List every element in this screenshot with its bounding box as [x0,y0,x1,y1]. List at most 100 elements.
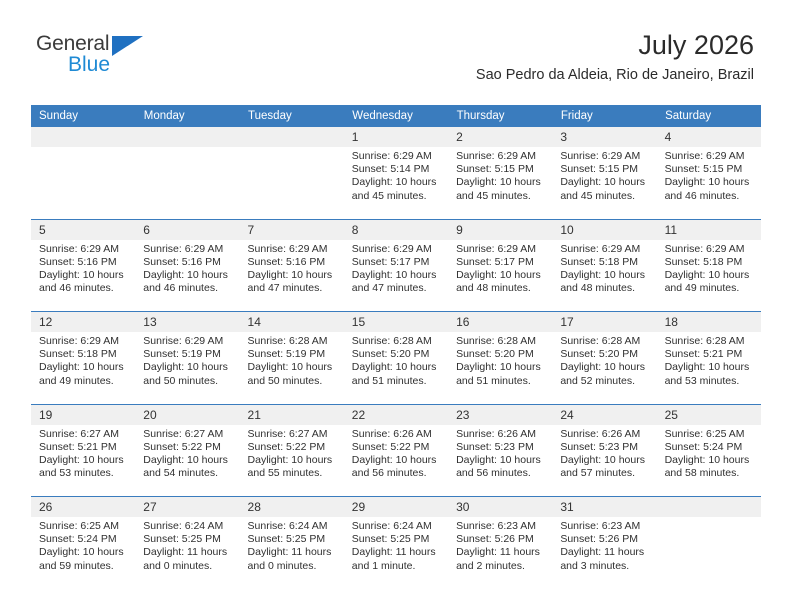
calendar-week-row: 12 13 14 15 16 17 18 Sunrise: 6:29 AM Sunset: 5:… [31,311,761,404]
day-number[interactable]: 30 [448,496,553,517]
day-detail-line: Daylight: 10 hours [351,453,437,466]
day-detail-line: and 52 minutes. [560,374,636,387]
day-detail-line: and 46 minutes. [39,282,114,295]
logo-text-blue: Blue [68,53,111,76]
day-number-band: 19 20 21 22 23 24 25 [31,403,761,425]
day-cell-details[interactable]: Sunrise: 6:29 AM Sunset: 5:15 PM Daylight:… [448,147,553,219]
day-detail-line: and 51 minutes. [351,374,427,387]
day-detail-line: Sunset: 5:18 PM [664,255,743,268]
page-subtitle: Sao Pedro da Aldeia, Rio de Janeiro, Bra… [475,67,754,84]
day-cell-details[interactable]: Sunrise: 6:28 AM Sunset: 5:21 PM Daylight:… [656,332,761,404]
day-cell-details[interactable]: Sunrise: 6:27 AM Sunset: 5:21 PM Daylight:… [31,424,136,497]
day-number[interactable]: 25 [656,403,761,425]
day-number-band: 12 13 14 15 16 17 18 [31,311,761,332]
day-cell-details[interactable]: Sunrise: 6:29 AM Sunset: 5:19 PM Daylight:… [135,332,240,404]
empty-day-cell [31,147,136,219]
day-detail-line: Sunrise: 6:27 AM [39,427,119,440]
day-number[interactable]: 10 [552,218,657,240]
day-cell-details[interactable]: Sunrise: 6:26 AM Sunset: 5:22 PM Daylight:… [343,424,449,497]
day-number[interactable]: 22 [343,403,449,425]
day-number[interactable]: 21 [239,403,344,425]
day-detail-line: Daylight: 10 hours [560,361,645,374]
logo-triangle-icon [112,36,143,56]
day-number[interactable]: 28 [239,496,344,517]
day-cell-details[interactable]: Sunrise: 6:28 AM Sunset: 5:20 PM Daylight:… [343,332,449,404]
day-cell-details[interactable]: Sunrise: 6:25 AM Sunset: 5:24 PM Daylight:… [31,517,136,589]
day-cell-details[interactable]: Sunrise: 6:29 AM Sunset: 5:14 PM Daylight:… [343,147,449,219]
day-cell-details[interactable]: Sunrise: 6:29 AM Sunset: 5:18 PM Daylight:… [656,239,761,312]
day-cell-details[interactable]: Sunrise: 6:29 AM Sunset: 5:17 PM Daylight:… [448,239,553,312]
day-number[interactable]: 29 [343,496,449,517]
day-number[interactable]: 27 [135,496,240,517]
day-number[interactable]: 19 [31,403,136,425]
day-cell-details[interactable]: Sunrise: 6:28 AM Sunset: 5:20 PM Daylight:… [448,332,553,404]
day-number[interactable]: 24 [552,403,657,425]
day-number[interactable]: 1 [343,127,449,147]
day-number[interactable]: 3 [552,127,657,147]
day-number[interactable]: 11 [656,218,761,240]
day-detail-line: and 49 minutes. [39,374,114,387]
day-cell-details[interactable]: Sunrise: 6:29 AM Sunset: 5:18 PM Daylight:… [552,239,657,312]
day-cell-details[interactable]: Sunrise: 6:28 AM Sunset: 5:20 PM Daylight:… [552,332,657,404]
day-detail-line: Sunset: 5:21 PM [664,348,743,361]
day-cell-details[interactable]: Sunrise: 6:26 AM Sunset: 5:23 PM Daylight:… [448,424,553,497]
day-number[interactable]: 4 [656,127,761,147]
day-number[interactable]: 20 [135,403,240,425]
day-cell-details[interactable]: Sunrise: 6:29 AM Sunset: 5:18 PM Daylight:… [31,332,136,404]
day-cell-details[interactable]: Sunrise: 6:28 AM Sunset: 5:19 PM Daylight:… [239,332,344,404]
day-cell-details[interactable]: Sunrise: 6:27 AM Sunset: 5:22 PM Daylight:… [239,424,344,497]
day-number[interactable]: 15 [343,311,449,332]
weekday-header-monday: Monday [135,105,241,127]
day-cell-details[interactable]: Sunrise: 6:29 AM Sunset: 5:15 PM Daylight:… [656,147,761,219]
day-detail-line: Sunset: 5:17 PM [456,255,534,268]
day-number[interactable]: 7 [239,218,344,240]
day-cell-details[interactable]: Sunrise: 6:29 AM Sunset: 5:16 PM Daylight:… [135,239,240,312]
day-cell-details[interactable]: Sunrise: 6:29 AM Sunset: 5:16 PM Daylight:… [31,239,136,312]
day-detail-line: Sunset: 5:20 PM [456,348,534,361]
calendar-header-row: Sunday Monday Tuesday Wednesday Thursday Frid… [31,105,762,127]
day-number[interactable]: 9 [448,218,553,240]
day-cell-details[interactable]: Sunrise: 6:29 AM Sunset: 5:15 PM Daylight:… [552,147,657,219]
day-number[interactable]: 18 [656,311,761,332]
day-number[interactable]: 17 [552,311,657,332]
day-detail-line: Sunrise: 6:26 AM [351,427,432,440]
day-cell-details[interactable]: Sunrise: 6:23 AM Sunset: 5:26 PM Daylight:… [448,517,553,589]
day-cell-details[interactable]: Sunrise: 6:26 AM Sunset: 5:23 PM Daylight:… [552,424,657,497]
day-cell-details[interactable]: Sunrise: 6:24 AM Sunset: 5:25 PM Daylight:… [135,517,240,589]
day-detail-line: Sunrise: 6:29 AM [664,150,745,162]
day-number[interactable]: 31 [552,496,657,517]
day-number[interactable]: 8 [343,218,449,240]
generalblue-logo[interactable]: General Blue [36,33,216,85]
day-cell-details[interactable]: Sunrise: 6:25 AM Sunset: 5:24 PM Daylight:… [656,424,761,497]
day-detail-line: Daylight: 10 hours [456,176,541,189]
day-number[interactable]: 13 [135,311,240,332]
weekday-header-sunday: Sunday [31,105,136,127]
day-number[interactable]: 14 [239,311,344,332]
day-cell-details[interactable]: Sunrise: 6:29 AM Sunset: 5:16 PM Daylight:… [239,239,344,312]
day-detail-line: and 50 minutes. [143,374,218,387]
day-detail-line: Daylight: 11 hours [560,546,645,559]
day-cell-details[interactable]: Sunrise: 6:29 AM Sunset: 5:17 PM Daylight:… [343,239,449,312]
day-detail-line: Daylight: 10 hours [560,268,645,281]
day-detail-line: and 53 minutes. [39,467,114,480]
day-number[interactable]: 2 [448,127,553,147]
day-detail-line: Sunrise: 6:24 AM [143,520,224,532]
day-detail-line: Sunrise: 6:28 AM [664,335,745,347]
day-cell-details[interactable]: Sunrise: 6:24 AM Sunset: 5:25 PM Daylight:… [239,517,344,589]
day-cell-details[interactable]: Sunrise: 6:24 AM Sunset: 5:25 PM Daylight:… [343,517,449,589]
day-cell-details[interactable]: Sunrise: 6:23 AM Sunset: 5:26 PM Daylight:… [552,517,657,589]
day-number[interactable]: 23 [448,403,553,425]
day-detail-line: Sunset: 5:20 PM [560,348,638,361]
day-detail-line: Daylight: 10 hours [39,268,124,281]
day-detail-line: Sunrise: 6:25 AM [664,427,745,440]
day-detail-band: Sunrise: 6:27 AM Sunset: 5:21 PM Daylight:… [31,424,761,497]
day-number[interactable]: 6 [135,218,240,240]
day-number[interactable]: 26 [31,496,136,517]
day-number[interactable]: 5 [31,218,136,240]
day-cell-details[interactable]: Sunrise: 6:27 AM Sunset: 5:22 PM Daylight:… [135,424,240,497]
day-number[interactable]: 12 [31,311,136,332]
day-number[interactable]: 16 [448,311,553,332]
day-detail-line: Daylight: 10 hours [39,361,124,374]
day-detail-line: and 56 minutes. [351,467,427,480]
